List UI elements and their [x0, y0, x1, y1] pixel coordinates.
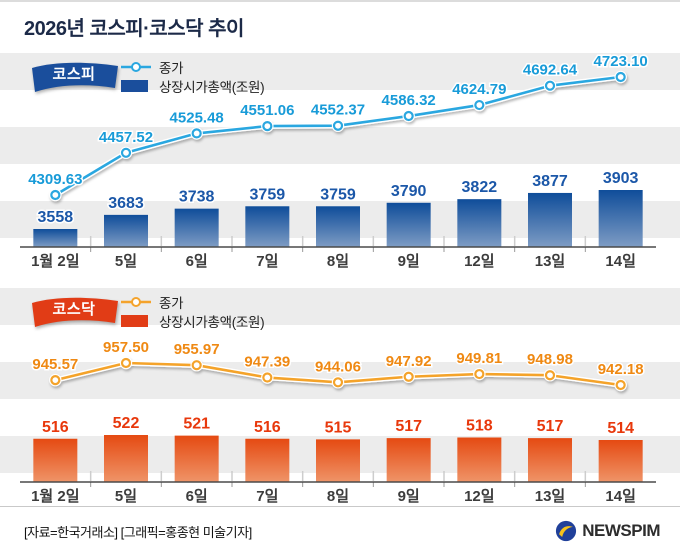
svg-text:12일: 12일 — [464, 488, 495, 505]
legend-line-label: 종가 — [159, 295, 184, 311]
bar-series-swatch — [121, 79, 148, 92]
svg-text:3558: 3558 — [38, 209, 74, 226]
svg-text:12일: 12일 — [464, 253, 495, 270]
kospi-ribbon: 코스피 — [31, 59, 121, 95]
legend-row-line: 종가 — [121, 293, 264, 311]
svg-text:942.18: 942.18 — [598, 361, 644, 378]
svg-text:518: 518 — [466, 418, 493, 435]
svg-text:944.06: 944.06 — [315, 358, 361, 375]
line-value-labels: 945.57 957.50 955.97 947.39 944.06 947.92 949.… — [31, 338, 645, 380]
svg-text:5일: 5일 — [115, 253, 137, 270]
svg-text:7일: 7일 — [256, 253, 278, 270]
svg-text:516: 516 — [254, 419, 281, 436]
svg-text:514: 514 — [607, 420, 634, 437]
svg-text:3683: 3683 — [108, 195, 144, 212]
line-series-icon — [121, 296, 151, 307]
svg-text:955.97: 955.97 — [174, 341, 220, 358]
svg-text:4551.06: 4551.06 — [240, 102, 294, 119]
svg-text:516: 516 — [42, 419, 69, 436]
ribbon-shape-icon — [32, 62, 118, 92]
svg-text:4723.10: 4723.10 — [594, 53, 648, 70]
svg-text:4552.37: 4552.37 — [311, 102, 365, 119]
svg-text:3738: 3738 — [179, 189, 215, 206]
line-value-labels: 4309.63 4457.52 4525.48 4551.06 4552.37 4586.… — [27, 53, 650, 190]
svg-text:13일: 13일 — [535, 253, 566, 270]
svg-text:4692.64: 4692.64 — [523, 62, 578, 79]
svg-text:7일: 7일 — [256, 488, 278, 505]
line-series — [49, 70, 627, 202]
kosdaq-section: 코스닥 종가 상장시가총액(조원) 516 522 521 516 515 517 518 5… — [0, 278, 680, 506]
bar-series — [33, 190, 643, 247]
line-series-icon — [121, 61, 151, 72]
svg-text:6일: 6일 — [186, 488, 208, 505]
x-axis-ticks — [89, 236, 587, 252]
svg-text:949.81: 949.81 — [456, 350, 502, 367]
svg-text:4624.79: 4624.79 — [452, 81, 506, 98]
bar-series-swatch — [121, 314, 148, 327]
svg-text:521: 521 — [183, 416, 210, 433]
svg-text:1월 2일: 1월 2일 — [31, 488, 79, 505]
svg-text:8일: 8일 — [327, 488, 349, 505]
svg-text:6일: 6일 — [186, 253, 208, 270]
svg-text:948.98: 948.98 — [527, 351, 573, 368]
kosdaq-ribbon-label: 코스닥 — [52, 301, 96, 318]
svg-text:3877: 3877 — [532, 173, 568, 190]
legend-row-line: 종가 — [121, 58, 264, 76]
kosdaq-legend: 종가 상장시가총액(조원) — [121, 293, 265, 331]
newspim-brand: NEWSPIM — [555, 520, 660, 542]
legend-row-bar: 상장시가총액(조원) — [121, 77, 265, 95]
legend-line-label: 종가 — [159, 60, 184, 76]
footer-divider — [0, 506, 680, 507]
x-axis-ticks — [89, 471, 587, 487]
svg-text:13일: 13일 — [535, 488, 566, 505]
svg-text:3790: 3790 — [391, 183, 427, 200]
svg-text:957.50: 957.50 — [103, 339, 149, 356]
kospi-legend: 종가 상장시가총액(조원) — [121, 58, 265, 96]
top-divider — [0, 0, 680, 2]
line-series — [49, 356, 627, 392]
newspim-logo-icon — [556, 520, 577, 542]
svg-text:4525.48: 4525.48 — [170, 109, 224, 126]
svg-text:3759: 3759 — [320, 186, 356, 203]
svg-text:9일: 9일 — [398, 253, 420, 270]
footer: [자료=한국거래소] [그래픽=홍종현 미술기자] NEWSPIM — [0, 514, 680, 548]
svg-text:945.57: 945.57 — [32, 356, 78, 373]
svg-text:14일: 14일 — [605, 488, 636, 505]
svg-text:3903: 3903 — [603, 170, 639, 187]
svg-text:515: 515 — [325, 419, 352, 436]
bar-series — [33, 435, 643, 482]
bar-value-labels: 3558 3683 3738 3759 3759 3790 3822 3877 3903 — [36, 169, 640, 228]
legend-bar-label: 상장시가총액(조원) — [159, 79, 265, 95]
kosdaq-ribbon: 코스닥 — [31, 294, 121, 330]
bar-value-labels: 516 522 521 516 515 517 518 517 514 — [40, 414, 635, 439]
svg-text:14일: 14일 — [605, 253, 636, 270]
kospi-ribbon-label: 코스피 — [52, 66, 96, 83]
ribbon-shape-icon — [32, 297, 118, 327]
svg-text:4586.32: 4586.32 — [382, 92, 436, 109]
svg-text:522: 522 — [113, 415, 140, 432]
svg-text:4457.52: 4457.52 — [99, 129, 153, 146]
newspim-brand-text: NEWSPIM — [582, 521, 660, 540]
legend-bar-label: 상장시가총액(조원) — [159, 314, 265, 330]
svg-text:5일: 5일 — [115, 488, 137, 505]
svg-text:517: 517 — [395, 418, 422, 435]
svg-text:947.39: 947.39 — [244, 354, 290, 371]
svg-text:1월 2일: 1월 2일 — [31, 253, 79, 270]
svg-text:517: 517 — [537, 418, 564, 435]
x-axis-labels: 1월 2일 5일 6일 7일 8일 9일 12일 13일 14일 — [31, 488, 636, 505]
svg-text:3822: 3822 — [462, 179, 498, 196]
svg-text:8일: 8일 — [327, 253, 349, 270]
x-axis-labels: 1월 2일 5일 6일 7일 8일 9일 12일 13일 14일 — [31, 253, 636, 270]
source-credit: [자료=한국거래소] [그래픽=홍종현 미술기자] — [24, 524, 252, 540]
kospi-section: 코스피 종가 상장시가총액(조원) 3558 3683 3738 3759 3759 37… — [0, 53, 680, 270]
svg-text:4309.63: 4309.63 — [28, 171, 82, 188]
svg-text:9일: 9일 — [398, 488, 420, 505]
legend-row-bar: 상장시가총액(조원) — [121, 312, 265, 330]
page-title: 2026년 코스피·코스닥 추이 — [24, 18, 244, 40]
svg-text:947.92: 947.92 — [386, 353, 432, 370]
svg-text:3759: 3759 — [250, 186, 286, 203]
